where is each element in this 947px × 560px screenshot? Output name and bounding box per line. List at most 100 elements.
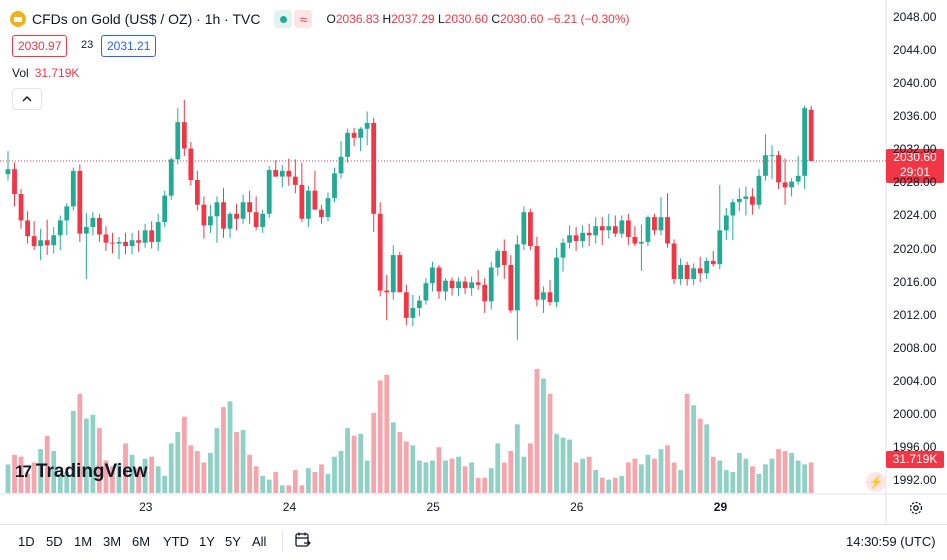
candle-body	[110, 242, 115, 244]
time-tick-label: 25	[426, 500, 440, 514]
volume-bar	[632, 458, 638, 493]
volume-bar	[110, 466, 115, 493]
volume-bar	[162, 475, 168, 493]
candle-body	[31, 236, 37, 247]
volume-bar	[83, 418, 89, 493]
candle-body	[260, 213, 266, 228]
volume-bar	[416, 460, 422, 493]
volume-bar	[678, 470, 683, 493]
volume-bar	[168, 443, 174, 493]
range-button-6m[interactable]: 6M	[132, 534, 151, 549]
volume-bar	[488, 468, 494, 493]
candle-body	[266, 170, 272, 214]
volume-bar	[12, 454, 17, 493]
calendar-range-icon[interactable]	[294, 531, 312, 549]
range-button-all[interactable]: All	[252, 534, 267, 549]
tradingview-logo[interactable]: 17 TradingView	[15, 461, 148, 483]
range-button-ytd[interactable]: YTD	[163, 534, 189, 549]
buy-price-button[interactable]: 2031.21	[101, 35, 157, 57]
candle-body	[469, 282, 475, 289]
candle-body	[541, 292, 546, 300]
range-button-1y[interactable]: 1Y	[199, 534, 215, 549]
candle-body	[750, 196, 755, 205]
price-tick-label: 2024.00	[893, 208, 937, 223]
volume-bar	[443, 460, 448, 493]
candle-body	[776, 155, 781, 183]
lightning-icon[interactable]: ⚡	[866, 472, 886, 492]
symbol-title[interactable]: CFDs on Gold (US$ / OZ) · 1h · TVC	[32, 11, 261, 27]
candle-body	[416, 300, 422, 308]
candle-body	[593, 226, 599, 236]
high-value: 2037.29	[391, 12, 435, 26]
candle-body	[319, 209, 324, 218]
volume-bar	[214, 428, 220, 493]
volume-bar	[534, 369, 540, 493]
volume-bar	[750, 466, 755, 493]
volume-bar	[44, 435, 50, 493]
candle-body	[312, 190, 318, 210]
sell-price-button[interactable]: 2030.97	[12, 35, 68, 57]
candle-body	[560, 242, 566, 258]
price-tick-label: 2048.00	[893, 10, 937, 25]
candle-body	[573, 235, 579, 242]
volume-bar	[554, 433, 559, 493]
volume-bar	[606, 479, 612, 493]
settings-icon[interactable]	[908, 500, 924, 516]
ohlc-values: O2036.83 H2037.29 L2030.60 C2030.60 −6.2…	[326, 12, 630, 26]
candle-body	[717, 230, 723, 265]
candle-body	[83, 227, 89, 234]
volume-bar	[253, 466, 259, 493]
candle-body	[723, 215, 729, 231]
candle-body	[168, 159, 174, 196]
candle-body	[103, 234, 109, 243]
candle-body	[57, 220, 63, 236]
volume-bar	[736, 452, 742, 493]
candle-body	[534, 246, 540, 300]
candle-body	[795, 175, 801, 182]
candle-body	[397, 255, 403, 293]
range-button-1m[interactable]: 1M	[74, 534, 93, 549]
collapse-legend-button[interactable]	[12, 88, 42, 110]
volume-bar	[260, 475, 266, 493]
volume-bar	[332, 456, 337, 493]
range-button-5d[interactable]: 5D	[46, 534, 63, 549]
volume-legend: Vol 31.719K	[12, 66, 79, 80]
candle-body	[136, 240, 141, 243]
candle-body	[730, 202, 736, 216]
market-open-icon[interactable]	[274, 10, 293, 28]
candle-body	[665, 217, 670, 244]
volume-bar	[240, 430, 246, 493]
data-wave-icon[interactable]: ≈	[294, 10, 313, 28]
candle-body	[403, 292, 409, 318]
volume-bar	[710, 456, 716, 493]
low-value: 2030.60	[444, 12, 489, 26]
close-value: 2030.60	[500, 12, 544, 26]
price-tick-label: 2040.00	[893, 76, 937, 91]
candle-body	[345, 132, 350, 157]
utc-clock[interactable]: 14:30:59 (UTC)	[846, 534, 936, 549]
volume-bar	[5, 464, 11, 493]
price-tick-label: 1992.00	[893, 472, 937, 487]
volume-bar	[208, 452, 213, 493]
bar-countdown: 29:01	[899, 165, 931, 179]
range-button-5y[interactable]: 5Y	[225, 534, 241, 549]
candle-body	[194, 179, 200, 205]
gold-coin-icon	[10, 11, 26, 27]
last-price-value: 2030.60	[893, 150, 937, 164]
volume-bar	[97, 428, 102, 493]
volume-bar	[580, 458, 586, 493]
candle-body	[684, 265, 690, 280]
candle-body	[364, 122, 370, 129]
volume-bar	[743, 458, 749, 493]
volume-bar	[358, 433, 364, 493]
candle-body	[201, 204, 207, 226]
volume-bar	[31, 462, 37, 493]
volume-bar	[338, 451, 344, 493]
volume-bar	[521, 456, 527, 493]
price-tick-label: 2020.00	[893, 241, 937, 256]
volume-bar	[397, 431, 403, 493]
range-button-1d[interactable]: 1D	[18, 534, 35, 549]
range-button-3m[interactable]: 3M	[103, 534, 122, 549]
candle-body	[743, 196, 749, 199]
